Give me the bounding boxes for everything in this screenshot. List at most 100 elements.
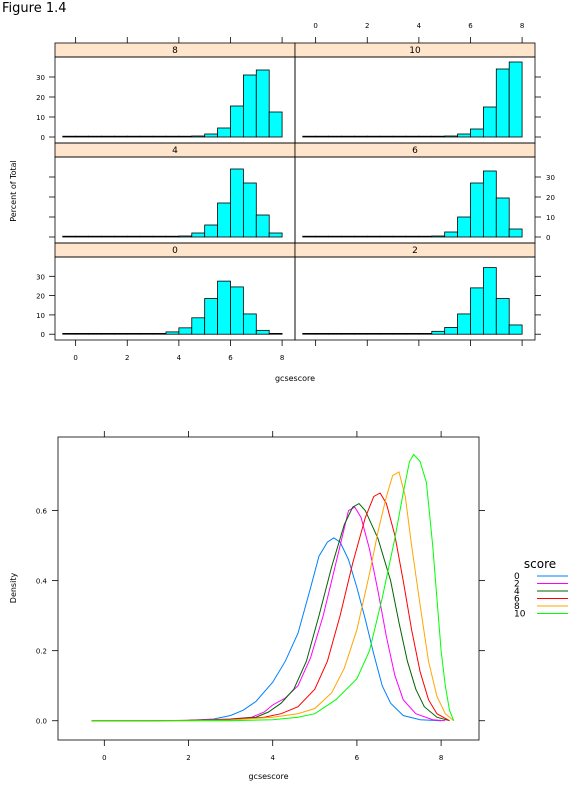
histogram-bar xyxy=(392,333,407,335)
histogram-lattice-chart: 0 2 4 6 8 10 0 2 4 6 8 0 2 4 6 8 0 10 20 30 0 10 20 30 0 10 20 30 gc… xyxy=(9,22,555,383)
histogram-bar xyxy=(191,317,206,335)
y-axis-title: Density xyxy=(9,573,18,604)
histogram-bar xyxy=(457,216,471,238)
histogram-bar xyxy=(482,106,497,138)
x-tick-label: 4 xyxy=(270,754,275,762)
y-tick-label: 30 xyxy=(36,273,45,281)
histogram-bar xyxy=(62,333,77,335)
histogram-bar xyxy=(62,235,77,238)
histogram-bar xyxy=(457,133,471,138)
y-tick-label: 20 xyxy=(546,194,555,202)
histogram-bar xyxy=(379,333,394,335)
x-tick-label: 0 xyxy=(313,22,317,30)
x-tick-label: 0 xyxy=(73,354,77,362)
histogram-bar xyxy=(328,235,342,238)
histogram-bar xyxy=(366,235,381,238)
histogram-bar xyxy=(431,135,446,138)
histogram-bar xyxy=(230,105,244,138)
histogram-bar xyxy=(353,135,368,138)
histogram-bar xyxy=(255,214,270,238)
histogram-bar xyxy=(495,298,510,335)
histogram-bar xyxy=(165,135,180,138)
x-tick-label: 2 xyxy=(186,754,190,762)
histogram-bar xyxy=(315,333,329,335)
histogram-bar xyxy=(392,135,407,138)
histogram-bar xyxy=(165,331,180,335)
histogram-bar xyxy=(101,235,115,238)
histogram-bar xyxy=(62,135,77,138)
histogram-bar xyxy=(101,135,115,138)
histogram-bar xyxy=(482,267,497,335)
histogram-bar xyxy=(139,135,154,138)
x-tick-label: 8 xyxy=(439,754,443,762)
y-tick-label: 30 xyxy=(36,74,45,82)
histogram-bar xyxy=(217,280,231,335)
histogram-bar xyxy=(418,135,433,138)
histogram-bar xyxy=(482,170,497,238)
panel-strip-label: 10 xyxy=(409,46,421,56)
panel-border xyxy=(294,56,536,144)
histogram-bar xyxy=(405,135,420,138)
y-tick-label: 10 xyxy=(546,214,555,222)
histogram-bar xyxy=(255,329,270,335)
histogram-bar xyxy=(268,232,283,238)
panel-strip-label: 4 xyxy=(172,146,178,156)
figure-title: Figure 1.4 xyxy=(2,1,67,16)
histogram-bar xyxy=(405,235,420,238)
histogram-bar xyxy=(88,135,102,138)
legend-label: 8 xyxy=(514,602,520,612)
histogram-bar xyxy=(508,61,523,138)
histogram-bar xyxy=(88,333,102,335)
histogram-bar xyxy=(431,235,446,238)
histogram-bar xyxy=(75,235,89,238)
y-axis-title: Percent of Total xyxy=(9,160,18,222)
histogram-bar xyxy=(444,231,458,238)
histogram-bar xyxy=(341,235,355,238)
histogram-bar xyxy=(178,327,193,335)
histogram-bar xyxy=(113,135,128,138)
density-chart: 0 2 4 6 80.00.20.40.6gcsescoreDensityscore02… xyxy=(9,431,568,781)
y-tick-label: 0 xyxy=(41,331,45,339)
panel-border xyxy=(294,156,536,244)
density-series-line xyxy=(91,453,455,722)
histogram-bar xyxy=(178,135,193,138)
histogram-bar xyxy=(113,235,128,238)
x-axis-title: gcsescore xyxy=(275,374,315,383)
legend-label: 6 xyxy=(514,595,520,605)
histogram-bar xyxy=(470,128,484,138)
histogram-bar xyxy=(126,135,141,138)
histogram-bar xyxy=(126,235,141,238)
x-axis-title: gcsescore xyxy=(248,772,288,781)
histogram-bar xyxy=(152,135,167,138)
legend-title: score xyxy=(524,557,556,571)
histogram-bar xyxy=(328,135,342,138)
legend-label: 0 xyxy=(514,572,520,582)
histogram-bar xyxy=(139,333,154,335)
legend-label: 4 xyxy=(514,587,520,597)
y-tick-label: 0.4 xyxy=(36,578,48,586)
histogram-bar xyxy=(379,135,394,138)
panel-strip-label: 8 xyxy=(172,46,178,56)
y-tick-label: 0.6 xyxy=(36,508,48,516)
x-tick-label: 0 xyxy=(102,754,106,762)
histogram-bar xyxy=(353,333,368,335)
density-series-line xyxy=(91,471,455,722)
histogram-bar xyxy=(191,232,206,238)
legend-label: 10 xyxy=(514,610,526,620)
x-tick-label: 6 xyxy=(468,22,473,30)
histogram-bar xyxy=(418,235,433,238)
histogram-bar xyxy=(126,333,141,335)
legend-label: 2 xyxy=(514,580,520,590)
histogram-bar xyxy=(508,324,523,335)
histogram-bar xyxy=(315,235,329,238)
y-tick-label: 30 xyxy=(546,174,555,182)
histogram-bar xyxy=(75,135,89,138)
y-tick-label: 10 xyxy=(36,312,45,320)
histogram-bar xyxy=(152,235,167,238)
histogram-bar xyxy=(328,333,342,335)
x-tick-label: 2 xyxy=(125,354,129,362)
histogram-bar xyxy=(444,135,458,138)
histogram-bar xyxy=(268,333,283,335)
histogram-bar xyxy=(178,235,193,238)
histogram-bar xyxy=(366,135,381,138)
